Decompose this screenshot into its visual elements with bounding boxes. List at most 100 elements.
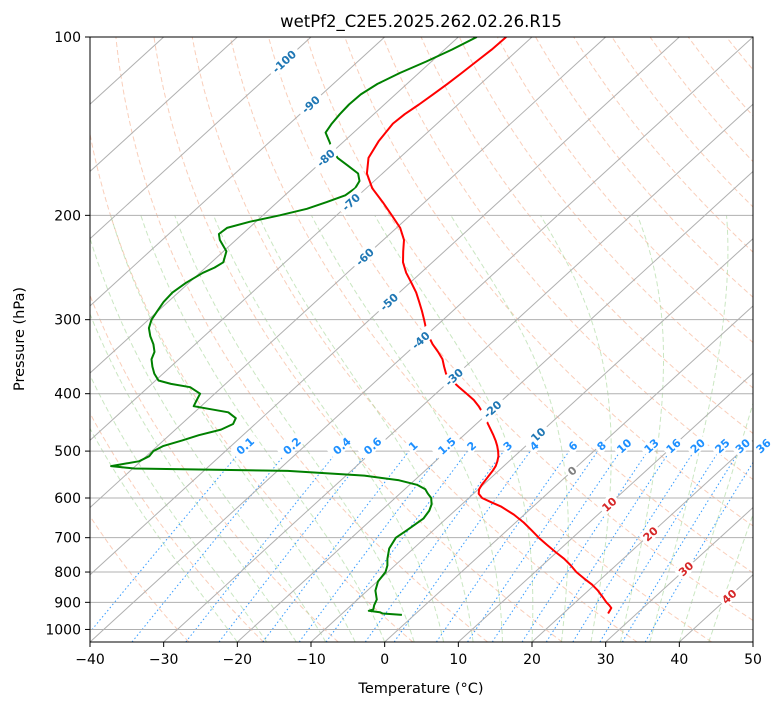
- dry-adiabat-label-bg: [477, 394, 507, 424]
- dry-adiabat-line: [90, 515, 190, 642]
- plot-background-lines: [90, 37, 753, 642]
- mixing-ratio-label-bg: [661, 433, 685, 458]
- moist-adiabat-label-bg: [597, 492, 621, 516]
- dry-adiabat-line: [344, 37, 753, 527]
- mixing-ratio-label-bg: [357, 431, 387, 460]
- moist-adiabat-line: [310, 215, 503, 642]
- moist-adiabat-label-bg: [717, 584, 741, 608]
- y-tick-label: 800: [54, 565, 81, 581]
- moist-adiabat-line: [110, 215, 356, 642]
- moist-adiabat-line: [90, 236, 327, 642]
- moist-adiabat-label-bg: [638, 522, 662, 546]
- dry-adiabat-label-bg: [335, 187, 366, 217]
- mixing-ratio-label-bg: [498, 436, 517, 455]
- chart-title: wetPf2_C2E5.2025.262.02.26.R15: [280, 12, 562, 32]
- mixing-ratio-label-bg: [710, 433, 734, 458]
- y-tick-label: 200: [54, 208, 81, 224]
- y-tick-label: 600: [54, 491, 81, 507]
- dry-adiabat-line: [268, 37, 753, 622]
- dry-adiabat-line: [90, 131, 414, 642]
- x-tick-label: −10: [296, 652, 326, 668]
- mixing-ratio-line: [364, 450, 505, 642]
- mixing-ratio-label-bg: [524, 436, 543, 455]
- dry-adiabat-line: [90, 293, 339, 642]
- isotherm-gridline: [90, 37, 459, 374]
- plot-frame: [89, 36, 754, 643]
- isotherm-gridline: [384, 305, 753, 642]
- dry-adiabat-label-bg: [563, 461, 581, 480]
- mixing-ratio-line: [218, 450, 369, 642]
- y-tick-label: 500: [54, 444, 81, 460]
- x-tick-label: −40: [75, 652, 105, 668]
- dry-adiabat-label-bg: [349, 242, 380, 271]
- series-line-1: [110, 37, 478, 616]
- x-tick-label: 20: [523, 652, 541, 668]
- isotherm-gridline: [90, 37, 533, 442]
- mixing-ratio-line: [545, 450, 671, 642]
- mixing-ratio-line: [599, 450, 720, 642]
- moist-adiabat-line: [90, 312, 297, 642]
- moist-adiabat-line: [678, 401, 753, 642]
- x-tick-label: 10: [449, 652, 467, 668]
- dry-adiabat-label-bg: [405, 325, 436, 355]
- isotherm-gridline: [163, 103, 753, 642]
- mixing-ratio-label-bg: [326, 431, 357, 460]
- dry-adiabat-line: [382, 37, 753, 481]
- isotherm-gridline: [90, 37, 312, 240]
- isotherm-gridline: [90, 37, 607, 509]
- moist-adiabat-line: [140, 215, 386, 642]
- mixing-ratio-label-bg: [230, 431, 260, 460]
- dry-adiabat-line: [458, 37, 753, 389]
- dry-adiabat-line: [115, 37, 488, 642]
- mixing-ratio-line: [644, 461, 753, 642]
- mixing-ratio-label-bg: [563, 436, 582, 455]
- mixing-ratio-label-bg: [685, 433, 709, 458]
- x-tick-label: 0: [380, 652, 389, 668]
- moist-adiabat-label-bg: [673, 556, 698, 580]
- moist-adiabat-line: [649, 215, 729, 642]
- isotherm-gridline: [236, 170, 753, 642]
- y-axis-label: Pressure (hPa): [12, 287, 28, 391]
- mixing-ratio-label-bg: [276, 431, 307, 460]
- dry-adiabat-line: [535, 37, 753, 298]
- moist-adiabat-line: [539, 215, 612, 642]
- mixing-ratio-line: [467, 450, 599, 642]
- dry-adiabat-label-bg: [295, 89, 326, 119]
- y-tick-label: 900: [54, 595, 81, 611]
- moist-adiabat-line: [174, 215, 415, 642]
- y-tick-label: 400: [54, 387, 81, 403]
- y-tick-label: 300: [54, 313, 81, 329]
- dry-adiabat-label-bg: [266, 44, 302, 79]
- moist-adiabat-line: [619, 215, 664, 642]
- dry-adiabat-line: [611, 37, 753, 208]
- dry-adiabat-label-bg: [438, 362, 469, 391]
- mixing-ratio-label-bg: [639, 433, 663, 458]
- mixing-ratio-line: [90, 450, 242, 633]
- x-tick-label: 40: [670, 652, 688, 668]
- mixing-ratio-line: [185, 450, 338, 642]
- isotherm-gridline: [310, 237, 753, 642]
- y-tick-label: 100: [54, 30, 81, 46]
- moist-adiabat-line: [257, 215, 474, 642]
- y-tick-label: 1000: [45, 622, 81, 638]
- mixing-ratio-line: [131, 450, 288, 642]
- mixing-ratio-label-bg: [462, 436, 480, 455]
- mixing-ratio-line: [262, 450, 410, 642]
- mixing-ratio-label-bg: [730, 433, 755, 458]
- isotherm-gridline: [531, 439, 753, 642]
- dry-adiabat-label-bg: [373, 287, 404, 316]
- y-tick-label: 700: [54, 531, 81, 547]
- isotherm-gridline: [605, 506, 753, 642]
- dry-adiabat-label-bg: [310, 143, 341, 172]
- dry-adiabat-line: [191, 37, 638, 642]
- isotherm-gridline: [457, 372, 753, 642]
- dry-adiabat-line: [496, 37, 753, 344]
- mixing-ratio-line: [393, 450, 531, 642]
- x-tick-label: 30: [597, 652, 615, 668]
- dry-adiabat-line: [649, 37, 753, 163]
- mixing-ratio-label-bg: [611, 433, 636, 458]
- mixing-ratio-line: [572, 450, 695, 642]
- x-axis-label: Temperature (°C): [357, 681, 483, 697]
- x-tick-label: 50: [744, 652, 762, 668]
